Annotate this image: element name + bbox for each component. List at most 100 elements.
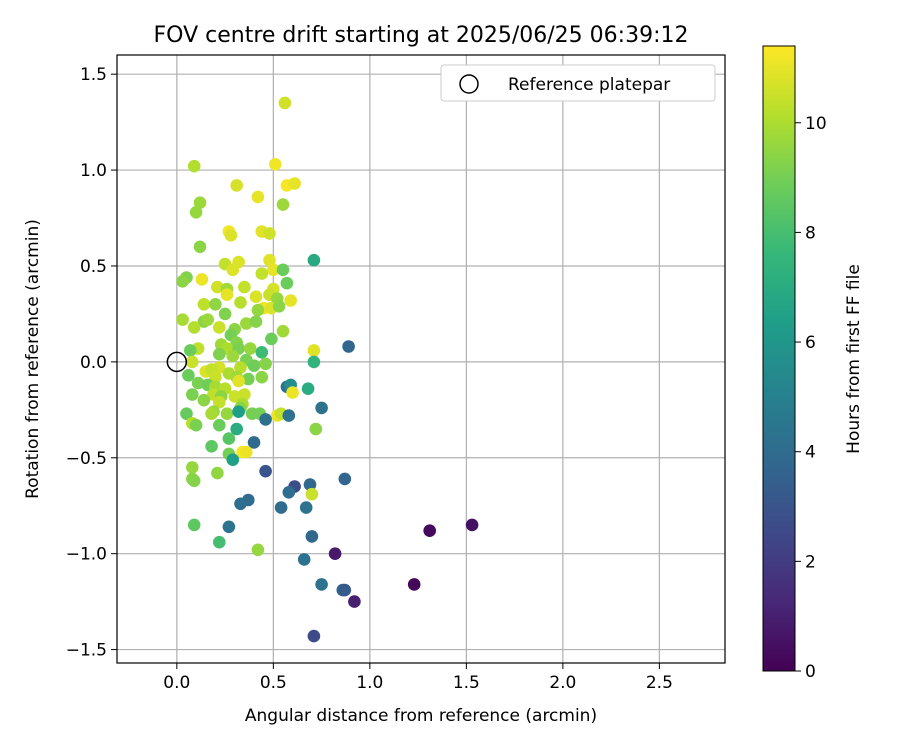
y-tick-label: −0.5: [66, 449, 107, 469]
data-point: [243, 342, 257, 355]
chart-title: FOV centre drift starting at 2025/06/25 …: [154, 23, 689, 48]
data-point: [180, 407, 193, 421]
colorbar-tick-label: 4: [805, 443, 816, 463]
data-point: [230, 179, 243, 192]
x-axis: 0.0 0.5 1.0 1.5 2.0 2.5: [163, 663, 673, 693]
data-point: [338, 472, 352, 486]
y-tick-label: 0.0: [80, 353, 107, 373]
data-point: [307, 253, 321, 267]
data-point: [186, 388, 199, 401]
data-point: [213, 535, 226, 549]
data-point: [234, 497, 247, 511]
data-point: [230, 422, 243, 436]
data-point: [176, 313, 189, 327]
data-point: [232, 405, 245, 419]
data-point: [315, 578, 328, 591]
data-point: [189, 206, 203, 219]
x-tick-label: 2.5: [646, 673, 673, 693]
data-point: [222, 432, 236, 445]
data-point: [186, 355, 199, 369]
data-point: [209, 370, 222, 384]
data-point: [249, 315, 263, 328]
data-point: [201, 313, 214, 327]
data-point: [263, 253, 276, 267]
data-point: [209, 298, 222, 311]
plot-area-frame: [116, 54, 726, 664]
colorbar: 0 2 4 6 8 10: [762, 45, 827, 682]
colorbar-tick-label: 8: [805, 223, 816, 243]
data-point: [211, 280, 224, 294]
x-tick-label: 0.5: [260, 673, 287, 693]
legend-label-reference-platepar: Reference platepar: [508, 75, 670, 95]
data-point: [267, 263, 280, 277]
data-point: [222, 520, 236, 534]
data-point: [213, 395, 226, 409]
data-point: [284, 294, 298, 307]
data-point: [315, 401, 328, 415]
data-point: [465, 518, 479, 532]
data-point: [226, 349, 240, 363]
data-point: [251, 190, 265, 204]
data-point: [224, 229, 238, 242]
data-point: [213, 418, 226, 432]
data-point: [276, 324, 290, 338]
data-point: [187, 474, 201, 488]
colorbar-tick-label: 6: [805, 333, 816, 353]
data-point: [213, 321, 226, 334]
reference-platepar-marker: [166, 351, 188, 373]
data-point: [286, 386, 299, 399]
data-point: [182, 369, 195, 382]
data-point: [342, 340, 355, 353]
y-tick-label: 1.0: [80, 161, 107, 181]
legend-box: [440, 64, 716, 102]
data-point: [299, 501, 313, 514]
data-point: [282, 486, 296, 499]
data-point: [251, 543, 265, 557]
data-point: [276, 198, 290, 211]
colorbar-tick-label: 10: [805, 114, 827, 134]
legend-open-circle-marker: [459, 74, 479, 94]
data-point: [187, 159, 201, 173]
y-axis-label: Rotation from reference (arcmin): [23, 219, 43, 499]
data-point: [280, 276, 294, 290]
data-point: [205, 407, 218, 421]
data-point: [240, 317, 253, 330]
reference-marker-layer: [166, 351, 188, 373]
colorbar-gradient: [762, 45, 796, 672]
data-point: [234, 296, 247, 309]
colorbar-tick-label: 2: [805, 552, 816, 572]
y-axis: −1.5 −1.0 −0.5 0.0 0.5 1.0 1.5: [66, 65, 117, 661]
data-points: [176, 96, 479, 643]
y-tick-label: −1.5: [66, 641, 107, 661]
data-point: [259, 413, 272, 426]
data-point: [407, 578, 421, 591]
grid-lines: [117, 55, 725, 663]
data-point: [297, 553, 311, 566]
data-point: [197, 298, 211, 311]
data-point: [211, 466, 224, 480]
data-point: [259, 357, 272, 371]
data-point: [187, 518, 201, 532]
data-point: [272, 300, 286, 313]
data-point: [307, 629, 321, 643]
data-point: [255, 370, 269, 384]
data-point: [305, 530, 319, 543]
colorbar-tick-label: 0: [805, 662, 816, 682]
y-tick-label: 1.5: [80, 65, 107, 85]
data-point: [274, 501, 288, 514]
data-point: [423, 524, 437, 537]
data-point: [187, 321, 201, 334]
data-point: [176, 275, 189, 288]
data-point: [226, 453, 240, 467]
data-point: [328, 547, 342, 560]
data-point: [195, 273, 209, 286]
data-point: [220, 288, 234, 302]
y-tick-label: −1.0: [66, 545, 107, 565]
data-point: [232, 374, 245, 388]
data-point: [238, 280, 251, 294]
data-point: [269, 158, 282, 171]
colorbar-label: Hours from first FF file: [844, 264, 864, 454]
data-point: [338, 583, 352, 597]
